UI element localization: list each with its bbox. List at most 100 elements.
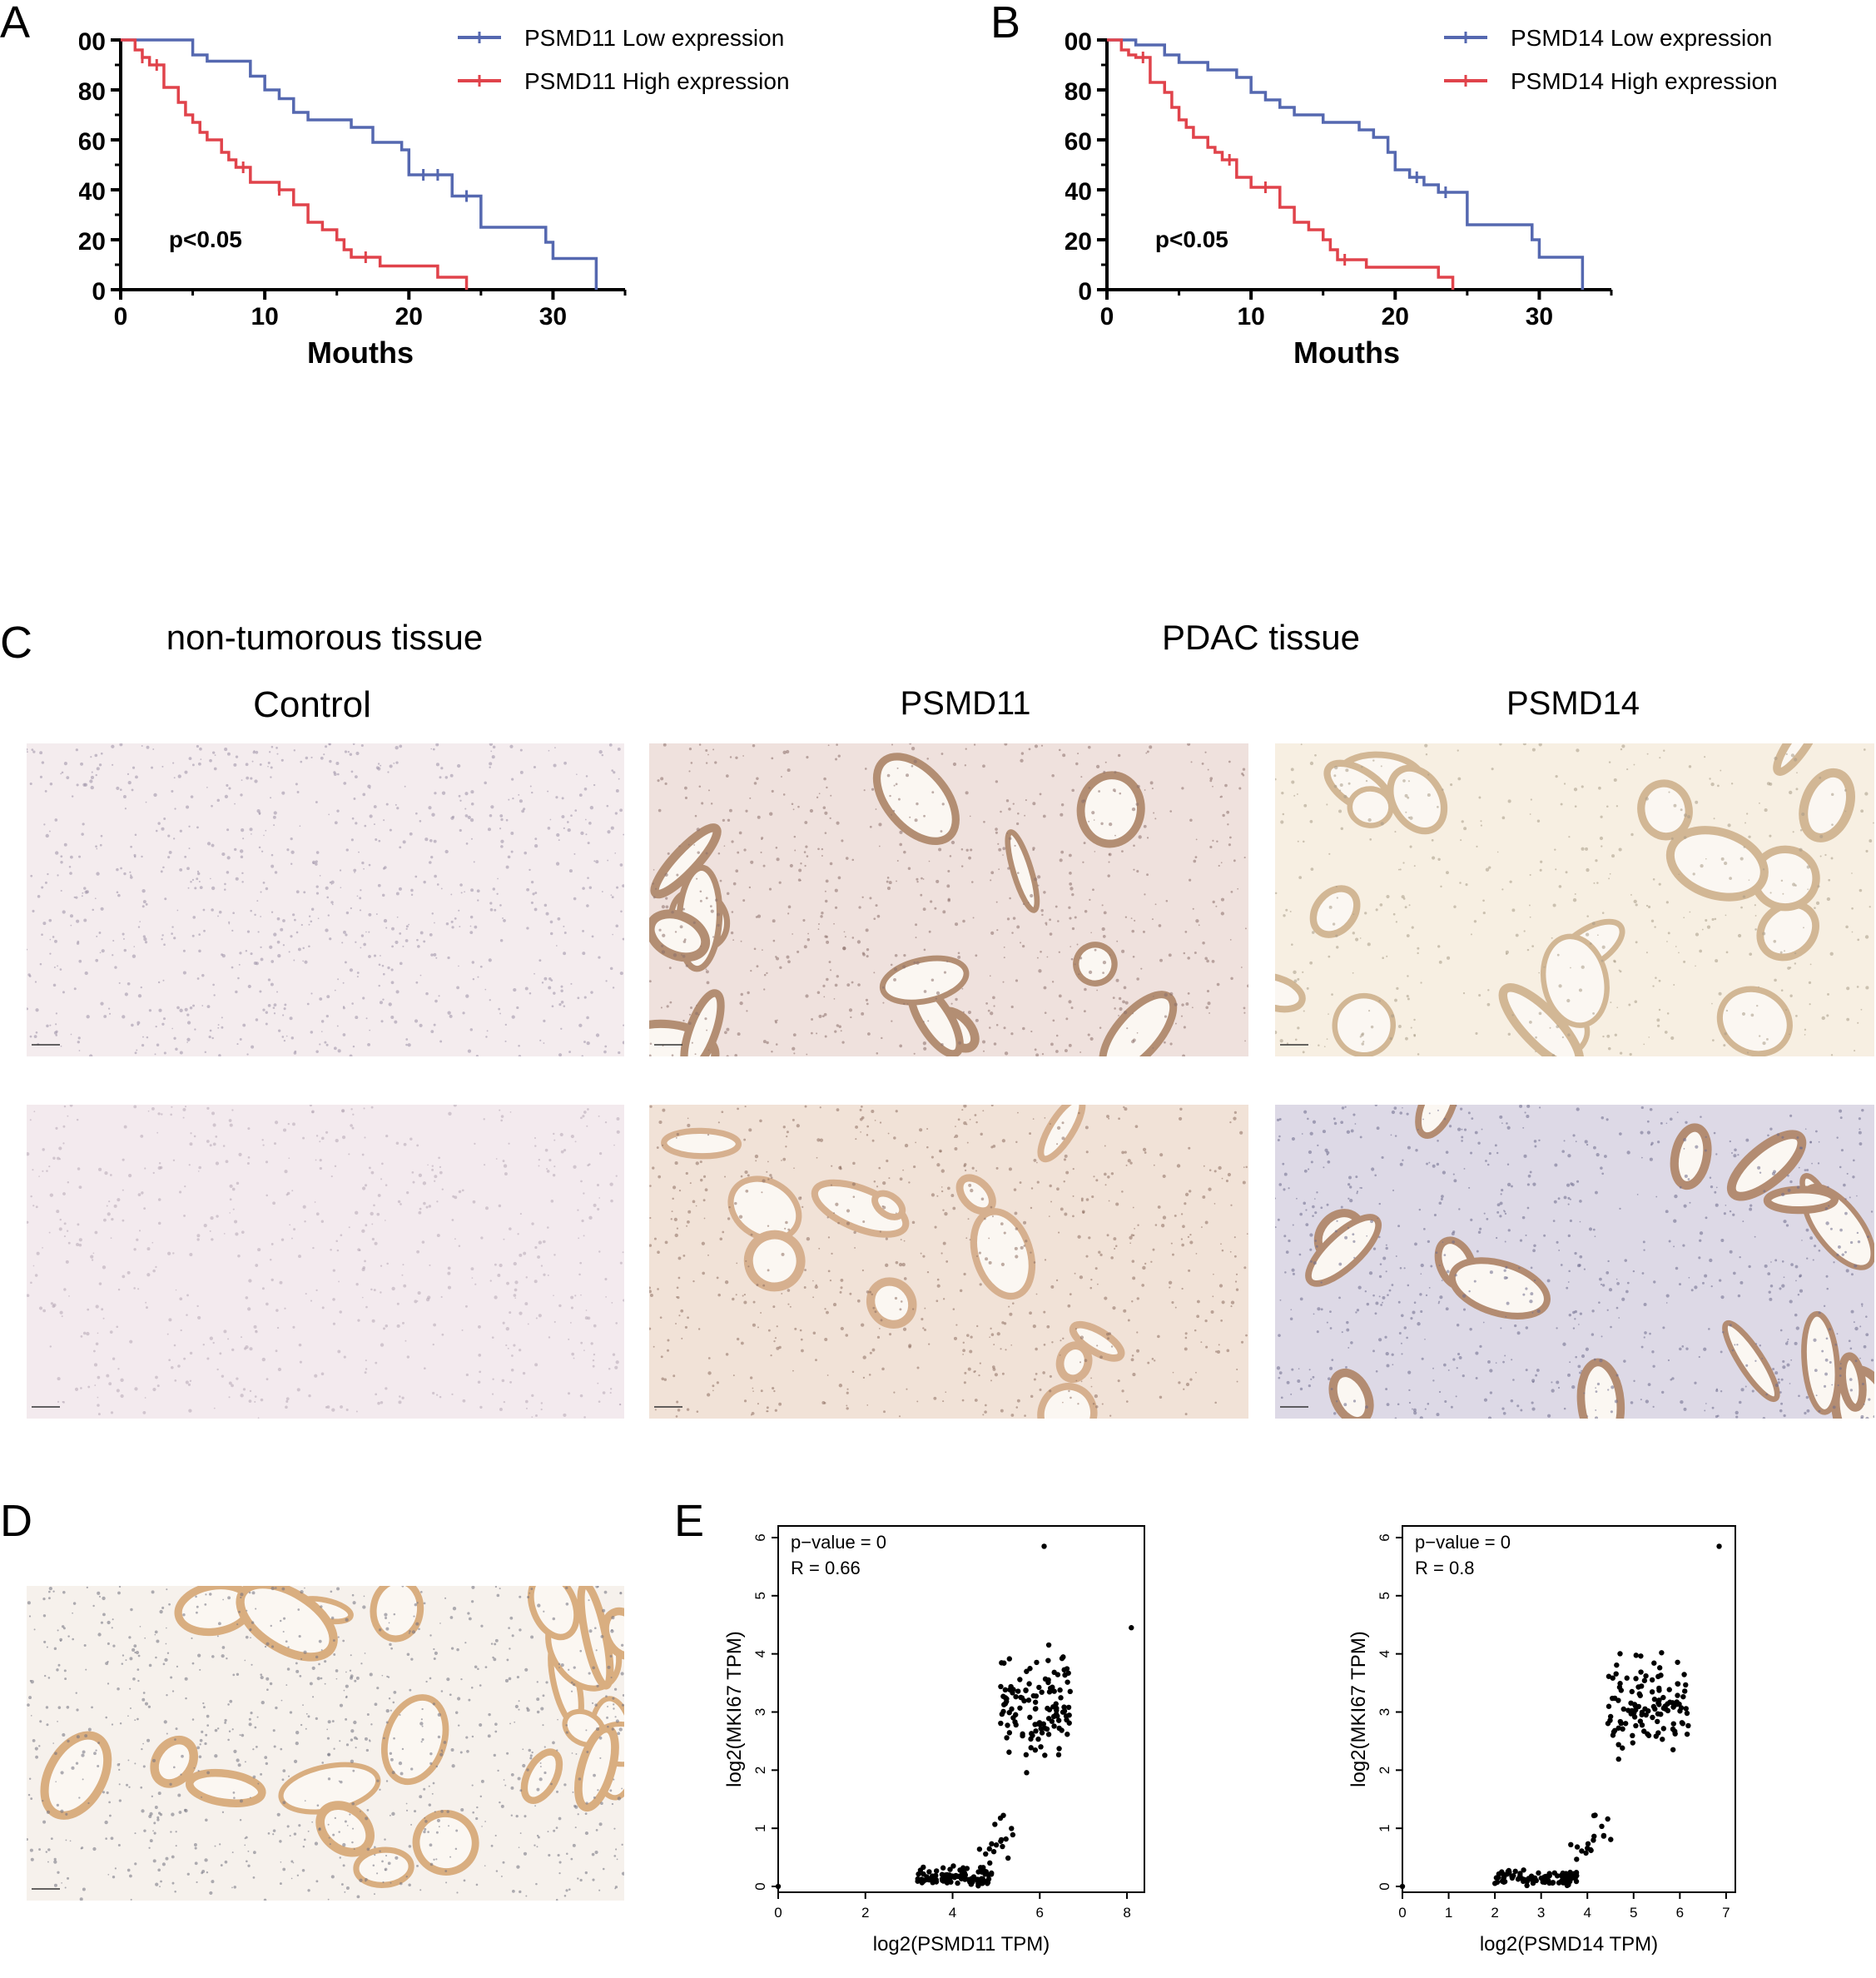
cell-nucleus: [727, 1217, 731, 1220]
cell-nucleus: [995, 780, 999, 783]
cell-nucleus: [90, 775, 95, 779]
cell-nucleus: [547, 1226, 549, 1229]
cell-nucleus: [1042, 814, 1046, 818]
cell-nucleus: [1164, 992, 1168, 997]
cell-nucleus: [1748, 879, 1750, 881]
cell-nucleus: [985, 1404, 987, 1407]
cell-nucleus: [1554, 1163, 1558, 1167]
cell-nucleus: [1457, 777, 1462, 781]
cell-nucleus: [1051, 981, 1055, 983]
cell-nucleus: [202, 1702, 205, 1705]
cell-nucleus: [1738, 1400, 1742, 1404]
cell-nucleus: [45, 833, 49, 838]
cell-nucleus: [263, 834, 265, 837]
cell-nucleus: [816, 991, 821, 994]
cell-nucleus: [609, 1392, 612, 1394]
cell-nucleus: [1851, 931, 1854, 933]
cell-nucleus: [1377, 1217, 1379, 1220]
cell-nucleus: [71, 1766, 75, 1770]
cell-nucleus: [676, 1132, 680, 1136]
cell-nucleus: [1213, 1273, 1214, 1275]
cell-nucleus: [504, 1023, 507, 1026]
cell-nucleus: [1829, 952, 1834, 956]
cell-nucleus: [151, 1241, 154, 1244]
cell-nucleus: [1684, 1174, 1688, 1178]
cell-nucleus: [456, 986, 459, 990]
km-chart-a-content: 0204060801000102030MouthsProbability of …: [79, 25, 790, 370]
cell-nucleus: [596, 1183, 600, 1187]
cell-nucleus: [41, 933, 43, 937]
cell-nucleus: [1592, 1011, 1595, 1015]
cell-nucleus: [1814, 1130, 1818, 1133]
cell-nucleus: [1046, 1324, 1050, 1329]
cell-nucleus: [355, 941, 357, 943]
cell-nucleus: [1058, 1231, 1060, 1234]
cell-nucleus: [349, 968, 354, 972]
cell-nucleus: [1736, 1344, 1739, 1346]
cell-nucleus: [584, 818, 587, 821]
cell-nucleus: [982, 764, 985, 768]
cell-nucleus: [1665, 901, 1669, 904]
cell-nucleus: [936, 1278, 940, 1281]
cell-nucleus: [1469, 1328, 1472, 1331]
cell-nucleus: [260, 916, 262, 917]
cell-nucleus: [1803, 927, 1804, 929]
cell-nucleus: [1159, 1395, 1163, 1399]
cell-nucleus: [1188, 1269, 1191, 1272]
cell-nucleus: [277, 1367, 282, 1372]
cell-nucleus: [1193, 859, 1197, 863]
cell-nucleus: [1759, 1171, 1762, 1174]
cell-nucleus: [1229, 836, 1232, 839]
cell-nucleus: [489, 902, 493, 905]
cell-nucleus: [509, 1648, 511, 1650]
cell-nucleus: [320, 1220, 324, 1223]
cell-nucleus: [78, 1185, 82, 1189]
cell-nucleus: [696, 877, 698, 880]
cell-nucleus: [1296, 793, 1298, 795]
cell-nucleus: [256, 1716, 259, 1718]
cell-nucleus: [1326, 1151, 1330, 1155]
cell-nucleus: [481, 1826, 483, 1827]
cell-nucleus: [1711, 1002, 1713, 1005]
cell-nucleus: [467, 1049, 472, 1053]
cell-nucleus: [39, 751, 43, 755]
cell-nucleus: [1132, 1012, 1134, 1015]
cell-nucleus: [616, 886, 619, 889]
cell-nucleus: [165, 1643, 167, 1645]
cell-nucleus: [338, 1831, 340, 1833]
cell-nucleus: [290, 1237, 293, 1240]
cell-nucleus: [1450, 1405, 1453, 1409]
cell-nucleus: [1619, 1051, 1623, 1055]
cell-nucleus: [1538, 743, 1542, 747]
cell-nucleus: [560, 1663, 564, 1667]
cell-nucleus: [260, 957, 264, 962]
cell-nucleus: [1478, 796, 1481, 799]
cell-nucleus: [332, 1322, 336, 1325]
cell-nucleus: [1113, 1237, 1117, 1241]
cell-nucleus: [144, 1702, 148, 1706]
cell-nucleus: [1058, 994, 1062, 998]
cell-nucleus: [1236, 1369, 1238, 1371]
cell-nucleus: [355, 1676, 360, 1680]
cell-nucleus: [1640, 1131, 1644, 1135]
cell-nucleus: [509, 1111, 512, 1113]
gland-structure: [185, 1768, 266, 1807]
cell-nucleus: [1873, 822, 1874, 824]
cell-nucleus: [1470, 1151, 1473, 1155]
cell-nucleus: [586, 1125, 588, 1127]
cell-nucleus: [1393, 1106, 1397, 1110]
cell-nucleus: [75, 1692, 77, 1694]
cell-nucleus: [1695, 1145, 1699, 1149]
cell-nucleus: [962, 919, 965, 923]
cell-nucleus: [106, 1791, 109, 1795]
cell-nucleus: [1194, 1329, 1197, 1332]
cell-nucleus: [250, 909, 252, 912]
cell-nucleus: [1453, 905, 1457, 908]
cell-nucleus: [1334, 1230, 1338, 1233]
cell-nucleus: [1037, 884, 1040, 887]
cell-nucleus: [561, 797, 564, 800]
cell-nucleus: [1407, 780, 1411, 783]
cell-nucleus: [1398, 1332, 1402, 1334]
cell-nucleus: [1077, 1403, 1079, 1405]
cell-nucleus: [1601, 945, 1606, 949]
